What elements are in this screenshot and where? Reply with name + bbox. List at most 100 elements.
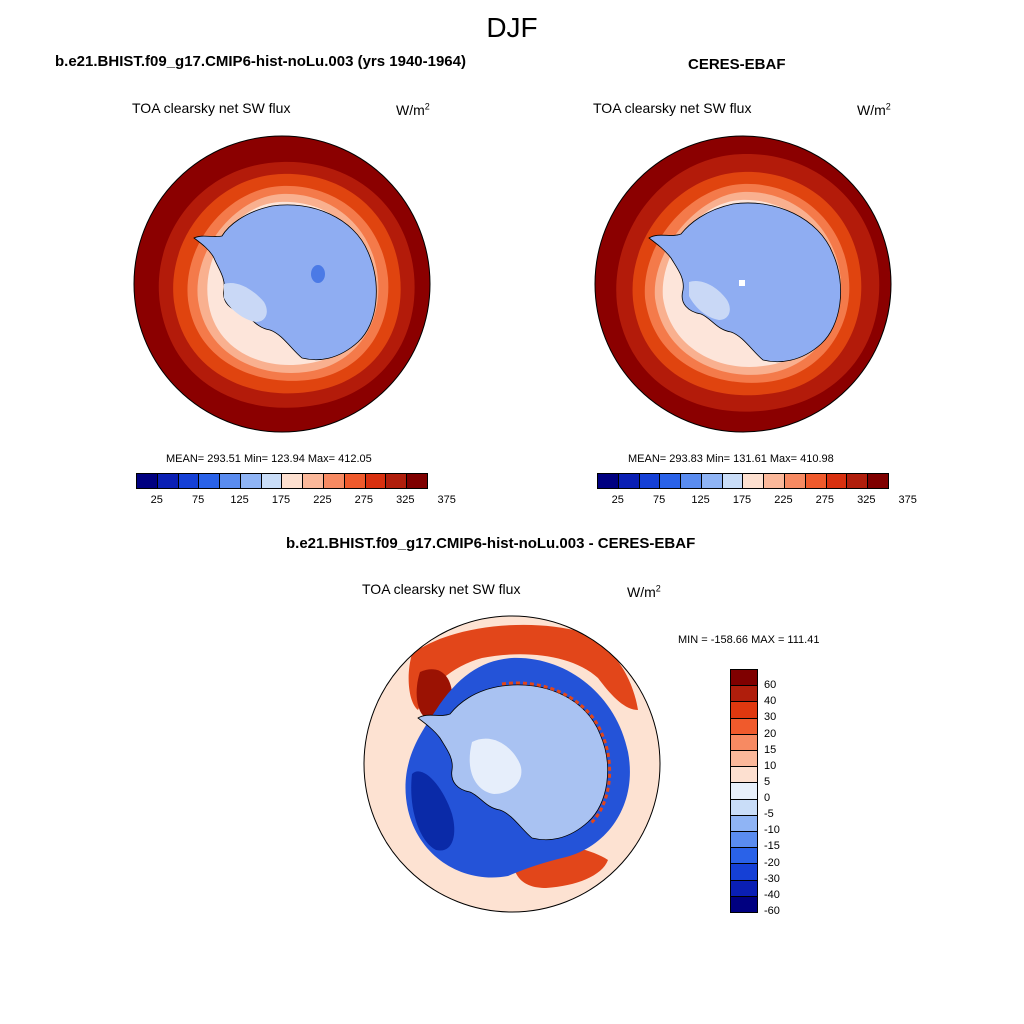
diff-colorbar-tick-label: -20 (764, 856, 780, 869)
obs-colorbar-tick-label: 375 (898, 494, 917, 506)
diff-variable-label: TOA clearsky net SW flux (362, 581, 521, 597)
obs-colorbar-tick-label: 25 (611, 494, 624, 506)
diff-colorbar-swatch (731, 896, 757, 913)
diff-pale-interior (469, 738, 522, 794)
diff-polar-map (363, 615, 661, 913)
diff-colorbar-swatch (731, 767, 757, 784)
diff-colorbar-tick-label: 5 (764, 775, 771, 788)
model-colorbar-swatch (324, 474, 345, 488)
diff-colorbar-swatch (731, 864, 757, 881)
obs-colorbar-tick-label: 325 (857, 494, 876, 506)
diff-colorbar-swatch (731, 783, 757, 800)
obs-colorbar-labels: 25 75 125 175 225 275 325 375 (597, 494, 917, 508)
model-colorbar-swatch (137, 474, 158, 488)
model-stats-label: MEAN= 293.51 Min= 123.94 Max= 412.05 (166, 453, 372, 465)
diff-colorbar-swatch (731, 734, 757, 752)
model-colorbar-tick-label: 225 (313, 494, 332, 506)
diff-colorbar-swatch (731, 718, 757, 735)
diff-units-label: W/m2 (627, 583, 661, 600)
diff-colorbar-swatch (731, 670, 757, 687)
obs-colorbar (597, 473, 889, 489)
model-colorbar-swatch (199, 474, 221, 488)
diff-colorbar-swatch (731, 880, 757, 897)
diff-colorbar-tick-label: -40 (764, 888, 780, 901)
model-colorbar-swatch (240, 474, 262, 488)
diff-dark-blue-patch (411, 771, 455, 851)
model-colorbar-swatch (220, 474, 241, 488)
model-units-label: W/m2 (396, 101, 430, 118)
obs-colorbar-swatch (722, 474, 744, 488)
obs-colorbar-swatch (847, 474, 869, 488)
model-colorbar-swatch (261, 474, 283, 488)
diff-map-border (363, 615, 661, 913)
obs-colorbar-swatch (681, 474, 702, 488)
diff-colorbar-tick-label: -5 (764, 808, 774, 821)
model-colorbar-swatch (365, 474, 387, 488)
diff-colorbar-swatch (731, 751, 757, 768)
obs-colorbar-tick-label: 225 (774, 494, 793, 506)
obs-colorbar-swatch (764, 474, 786, 488)
obs-map-border (594, 135, 892, 433)
model-colorbar-tick-label: 125 (230, 494, 249, 506)
model-colorbar (136, 473, 428, 489)
diff-colorbar-tick-label: 15 (764, 743, 777, 756)
diff-colorbar-tick-label: -60 (764, 905, 780, 917)
model-colorbar-tick-label: 325 (396, 494, 415, 506)
diff-colorbar-swatch (731, 832, 757, 849)
model-colorbar-swatch (344, 474, 366, 488)
diff-colorbar-tick-label: 30 (764, 711, 777, 724)
model-colorbar-tick-label: 375 (437, 494, 456, 506)
figure-title: DJF (486, 12, 538, 43)
model-variable-label: TOA clearsky net SW flux (132, 100, 291, 116)
obs-colorbar-swatch (639, 474, 661, 488)
diff-colorbar-swatch (731, 799, 757, 816)
model-colorbar-tick-label: 275 (354, 494, 374, 506)
obs-colorbar-tick-label: 275 (815, 494, 835, 506)
diff-panel-title: b.e21.BHIST.f09_g17.CMIP6-hist-noLu.003 … (286, 535, 696, 552)
model-colorbar-tick-label: 25 (150, 494, 163, 506)
obs-colorbar-tick-label: 75 (653, 494, 666, 506)
model-colorbar-tick-label: 75 (192, 494, 205, 506)
model-polar-map (133, 135, 431, 433)
obs-colorbar-swatch (618, 474, 640, 488)
obs-units-label: W/m2 (857, 101, 891, 118)
diff-colorbar-tick-label: 0 (764, 792, 771, 805)
obs-pole-gap (739, 280, 745, 286)
obs-ice-shelf (689, 280, 730, 320)
obs-colorbar-swatch (826, 474, 848, 488)
diff-colorbar-tick-label: 60 (764, 679, 777, 692)
obs-colorbar-swatch (598, 474, 619, 488)
model-colorbar-swatch (303, 474, 325, 488)
obs-colorbar-swatch (743, 474, 765, 488)
model-panel-title: b.e21.BHIST.f09_g17.CMIP6-hist-noLu.003 … (55, 53, 466, 70)
obs-colorbar-swatch (701, 474, 723, 488)
diff-colorbar (730, 669, 758, 913)
obs-polar-map (594, 135, 892, 433)
obs-colorbar-swatch (805, 474, 827, 488)
obs-colorbar-swatch (785, 474, 806, 488)
diff-coastal-red-fringe (501, 681, 612, 826)
model-colorbar-swatch (407, 474, 427, 488)
model-low-flux-spot (311, 265, 325, 283)
model-colorbar-swatch (157, 474, 179, 488)
obs-panel-title: CERES-EBAF (688, 56, 786, 73)
diff-colorbar-swatch (731, 702, 757, 719)
diff-minmax-label: MIN = -158.66 MAX = 111.41 (678, 634, 820, 646)
diff-colorbar-tick-label: 20 (764, 727, 777, 740)
obs-colorbar-tick-label: 125 (691, 494, 710, 506)
obs-variable-label: TOA clearsky net SW flux (593, 100, 752, 116)
model-map-border (133, 135, 431, 433)
diff-colorbar-tick-label: 10 (764, 759, 777, 772)
diff-colorbar-labels: 60 40 30 20 15 10 5 0 -5 -10 -15 -20 -30 -40 -60 (764, 669, 804, 917)
model-colorbar-swatch (386, 474, 408, 488)
diff-colorbar-tick-label: -30 (764, 872, 780, 885)
diff-colorbar-tick-label: -10 (764, 824, 780, 837)
diff-colorbar-swatch (731, 815, 757, 833)
diff-colorbar-tick-label: -15 (764, 840, 780, 853)
obs-colorbar-tick-label: 175 (732, 494, 752, 506)
model-colorbar-tick-label: 175 (271, 494, 291, 506)
model-colorbar-labels: 25 75 125 175 225 275 325 375 (136, 494, 456, 508)
model-ice-shelf (224, 282, 267, 322)
diff-colorbar-tick-label: 40 (764, 695, 777, 708)
obs-colorbar-swatch (660, 474, 682, 488)
